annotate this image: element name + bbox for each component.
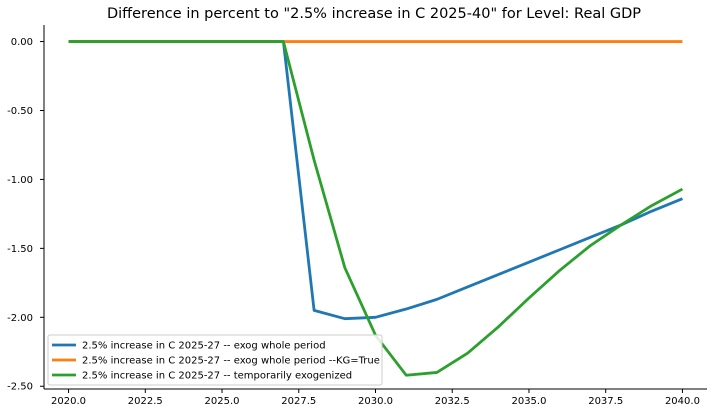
legend: 2.5% increase in C 2025-27 -- exog whole…	[47, 334, 383, 386]
plot-axes: 2020.0 2022.5 2025.0 2027.5 2030.0 2032.5 2035…	[7, 25, 707, 407]
x-tick-label: 2027.5	[281, 396, 316, 407]
x-tick-label: 2025.0	[205, 396, 240, 407]
y-tick-label: -2.50	[7, 382, 33, 393]
x-tick-label: 2037.5	[588, 396, 623, 407]
x-tick-label: 2040.0	[665, 396, 700, 407]
x-tick-label: 2032.5	[435, 396, 470, 407]
x-tick-label: 2022.5	[128, 396, 163, 407]
legend-frame	[47, 334, 383, 386]
series-line-1	[68, 40, 683, 321]
x-tick-label: 2020.0	[51, 396, 86, 407]
y-tick-label: -1.00	[7, 175, 33, 186]
series-line-3	[68, 40, 684, 377]
y-tick-label: -1.50	[7, 244, 33, 255]
y-tick-label: 0.00	[11, 37, 33, 48]
legend-label-3: 2.5% increase in C 2025-27 -- temporaril…	[82, 371, 352, 382]
x-tick-label: 2035.0	[511, 396, 546, 407]
legend-label-2: 2.5% increase in C 2025-27 -- exog whole…	[82, 356, 380, 367]
legend-label-1: 2.5% increase in C 2025-27 -- exog whole…	[82, 341, 326, 352]
y-tick-label: -2.00	[7, 313, 33, 324]
y-tick-label: -0.50	[7, 106, 33, 117]
chart-title: Difference in percent to "2.5% increase …	[107, 6, 641, 22]
series-layer	[68, 40, 684, 377]
x-tick-label: 2030.0	[358, 396, 393, 407]
